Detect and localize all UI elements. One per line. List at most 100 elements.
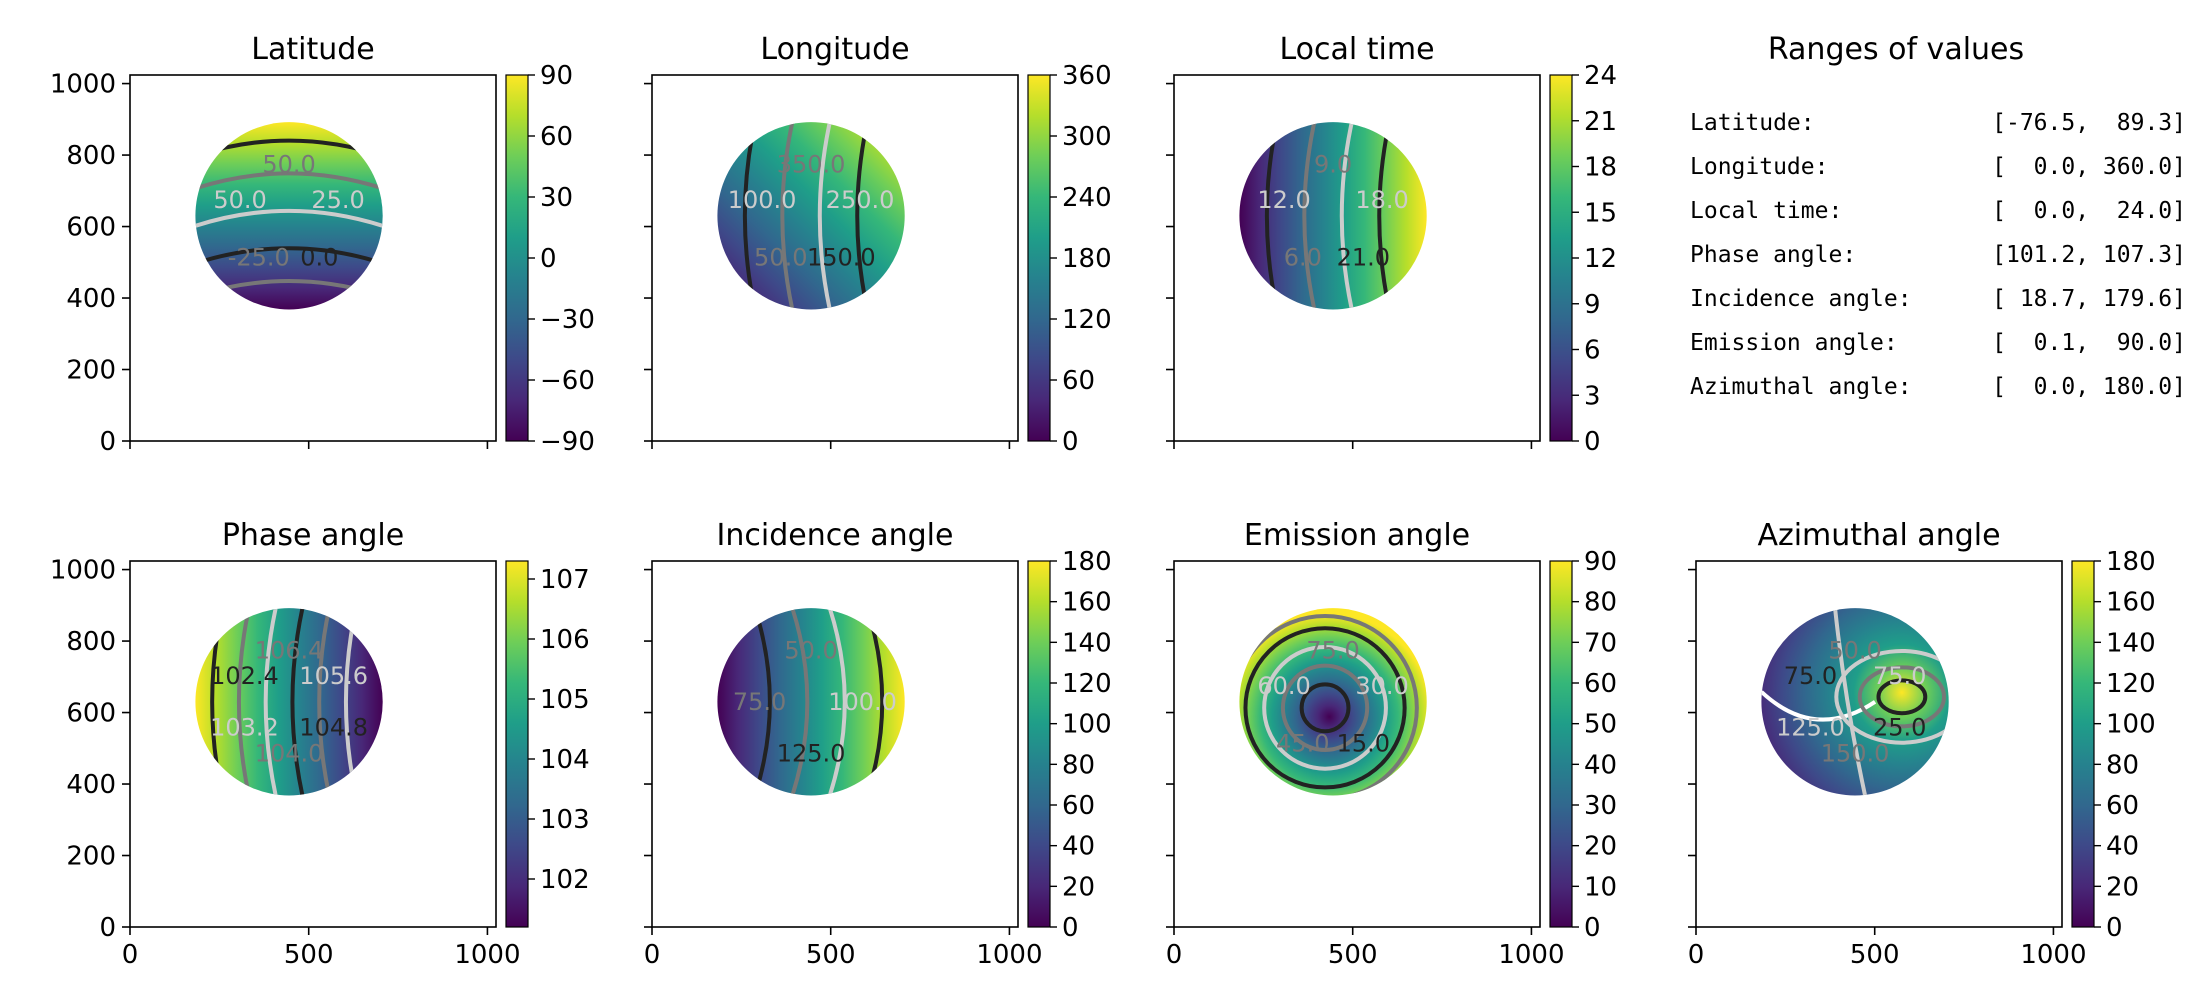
colorbar-tick-label: 107 (540, 565, 590, 595)
contour-line (780, 122, 795, 310)
x-tick-label: 500 (1328, 940, 1378, 970)
x-tick-label: 1000 (976, 940, 1042, 970)
contour-line (817, 122, 832, 310)
colorbar-tick-label: 120 (2106, 669, 2156, 699)
contour-line (790, 608, 810, 796)
axes-frame (1173, 74, 1541, 442)
contour-label: 75.0 (1306, 636, 1359, 664)
colorbar-tick-label: 50 (1584, 710, 1617, 740)
x-tick-label: 0 (1688, 940, 1705, 970)
table-title: Ranges of values (1768, 32, 2024, 67)
contour-label: 50.0 (1828, 636, 1881, 664)
axes-frame (1695, 560, 2063, 928)
colorbar (505, 560, 529, 928)
colorbar-tick-label: 60 (1584, 669, 1617, 699)
x-tick-label: 0 (1166, 940, 1183, 970)
colorbar-tick-label: 0 (540, 244, 557, 274)
y-tick-label: 200 (66, 356, 116, 386)
contour-label: 102.4 (210, 662, 279, 690)
contour-label: 150.0 (1821, 739, 1890, 767)
x-tick-label: 500 (806, 940, 856, 970)
colorbar-tick-label: 140 (1062, 628, 1112, 658)
table-row-label: Local time: (1690, 198, 1842, 224)
y-tick-label: 1000 (50, 70, 116, 100)
contour-label: 125.0 (1776, 714, 1845, 742)
panel-incidence-angle: Incidence angle 50.0 100.0 125.0 75.0 0 500 100… (644, 518, 1112, 970)
colorbar (1549, 74, 1573, 442)
contour-line (1262, 644, 1388, 771)
colorbar-tick-label: 180 (1062, 244, 1112, 274)
y-tick-label: 400 (66, 284, 116, 314)
colorbar-tick-label: 70 (1584, 628, 1617, 658)
panel-longitude: Longitude 350.0 250.0 150.050.0 100.0 360 300 2… (644, 32, 1112, 457)
colorbar-tick-label: 0 (2106, 913, 2123, 943)
contour-label: 50.0 (754, 243, 807, 271)
axes-frame (651, 74, 1019, 442)
colorbar (505, 74, 529, 442)
colorbar-tick-label: 6 (1584, 336, 1601, 366)
contour-label: 75.0 (1873, 662, 1926, 690)
contour-label: 12.0 (1257, 186, 1310, 214)
contour-line (317, 608, 332, 796)
axes-frame (129, 560, 497, 928)
contour-line (1339, 122, 1354, 310)
x-tick-label: 500 (1850, 940, 1900, 970)
panel-local-time: Local time 9.018.0 21.0 6.0 12.0 24 21 18 15 12 9 6… (1166, 32, 1617, 457)
colorbar (2071, 560, 2095, 928)
contour-label: 50.0 (213, 186, 266, 214)
panel-title: Local time (1279, 32, 1434, 67)
colorbar-tick-label: 40 (2106, 832, 2139, 862)
colorbar-tick-label: 160 (2106, 588, 2156, 618)
colorbar-tick-label: 140 (2106, 628, 2156, 658)
table-row-range: [101.2, 107.3] (1992, 242, 2186, 268)
colorbar-tick-label: −60 (540, 366, 595, 396)
colorbar-tick-label: 105 (540, 685, 590, 715)
x-tick-label: 0 (122, 940, 139, 970)
colorbar-tick-label: 15 (1584, 198, 1617, 228)
contour-label: 104.0 (255, 739, 324, 767)
colorbar-tick-label: −30 (540, 305, 595, 335)
colorbar-tick-label: 40 (1584, 750, 1617, 780)
contour-lines (1264, 122, 1392, 310)
colorbar-tick-label: 30 (540, 183, 573, 213)
contour-line (1377, 122, 1392, 310)
contour-line (1302, 122, 1317, 310)
colorbar-tick-label: 0 (1584, 427, 1601, 457)
colorbar (1549, 560, 1573, 928)
contour-label: 100.0 (828, 688, 897, 716)
colorbar-tick-label: 0 (1062, 913, 1079, 943)
y-tick-label: 1000 (50, 556, 116, 586)
contour-label: 106.4 (255, 636, 324, 664)
contour-label: 150.0 (807, 243, 876, 271)
colorbar-tick-label: 180 (1062, 547, 1112, 577)
contour-line (827, 608, 847, 796)
colorbar-tick-label: 30 (1584, 791, 1617, 821)
contour-label: 350.0 (777, 150, 846, 178)
x-tick-label: 1000 (1498, 940, 1564, 970)
colorbar-tick-label: 300 (1062, 122, 1112, 152)
colorbar-tick-label: 40 (1062, 832, 1095, 862)
colorbar-tick-label: 20 (1584, 832, 1617, 862)
colorbar-tick-label: 12 (1584, 244, 1617, 274)
colorbar (1027, 560, 1051, 928)
table-row-label: Incidence angle: (1690, 286, 1912, 312)
contour-line (195, 208, 383, 228)
ranges-table: Ranges of values Latitude: [-76.5, 89.3] Lo… (1690, 32, 2186, 400)
colorbar-tick-label: 160 (1062, 588, 1112, 618)
colorbar-tick-label: 20 (1062, 872, 1095, 902)
colorbar-tick-label: 21 (1584, 107, 1617, 137)
planet-disk (195, 122, 383, 310)
contour-line (1876, 678, 1928, 716)
colorbar-tick-label: 102 (540, 865, 590, 895)
x-tick-label: 1000 (454, 940, 520, 970)
contour-line (290, 608, 305, 796)
contour-label: -25.0 (228, 243, 290, 271)
contour-label: 50.0 (262, 150, 315, 178)
y-tick-label: 200 (66, 842, 116, 872)
y-tick-label: 0 (99, 913, 116, 943)
colorbar-tick-label: 60 (2106, 791, 2139, 821)
colorbar-tick-label: −90 (540, 427, 595, 457)
